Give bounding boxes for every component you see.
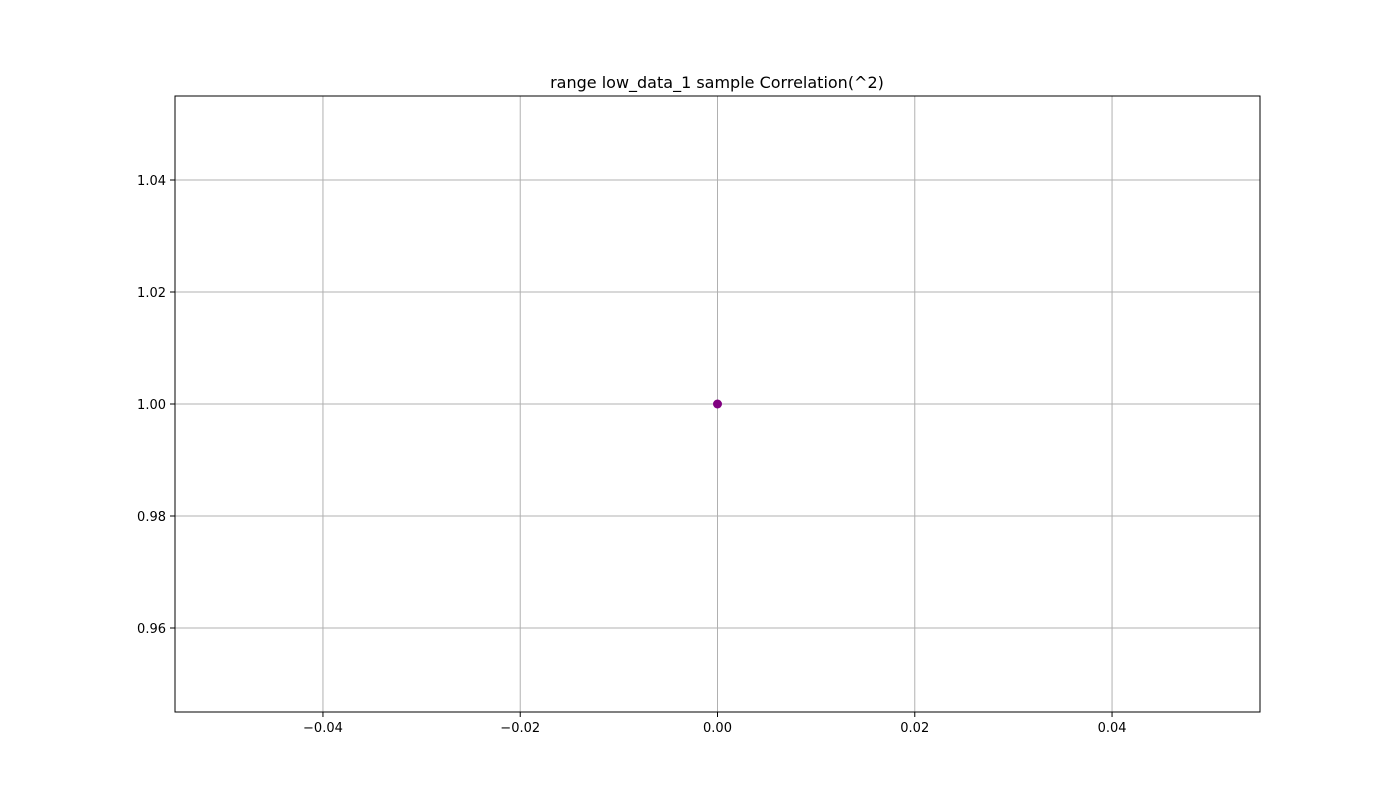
x-tick-label: 0.02 [900, 721, 929, 736]
grid-lines [175, 96, 1260, 712]
y-axis: 0.96 0.98 1.00 1.02 1.04 [137, 174, 175, 637]
data-points [713, 399, 722, 409]
chart-title: range low_data_1 sample Correlation(^2) [550, 73, 884, 93]
x-axis: −0.04 −0.02 0.00 0.02 0.04 [303, 712, 1127, 736]
x-tick-label: 0.00 [703, 721, 732, 736]
y-tick-label: 0.96 [137, 622, 166, 637]
y-tick-label: 1.02 [137, 286, 166, 301]
x-tick-label: −0.04 [303, 721, 343, 736]
data-point [713, 399, 722, 409]
y-tick-label: 0.98 [137, 510, 166, 525]
y-tick-label: 1.04 [137, 174, 166, 189]
x-tick-label: 0.04 [1098, 721, 1127, 736]
y-tick-label: 1.00 [137, 398, 166, 413]
x-tick-label: −0.02 [500, 721, 540, 736]
